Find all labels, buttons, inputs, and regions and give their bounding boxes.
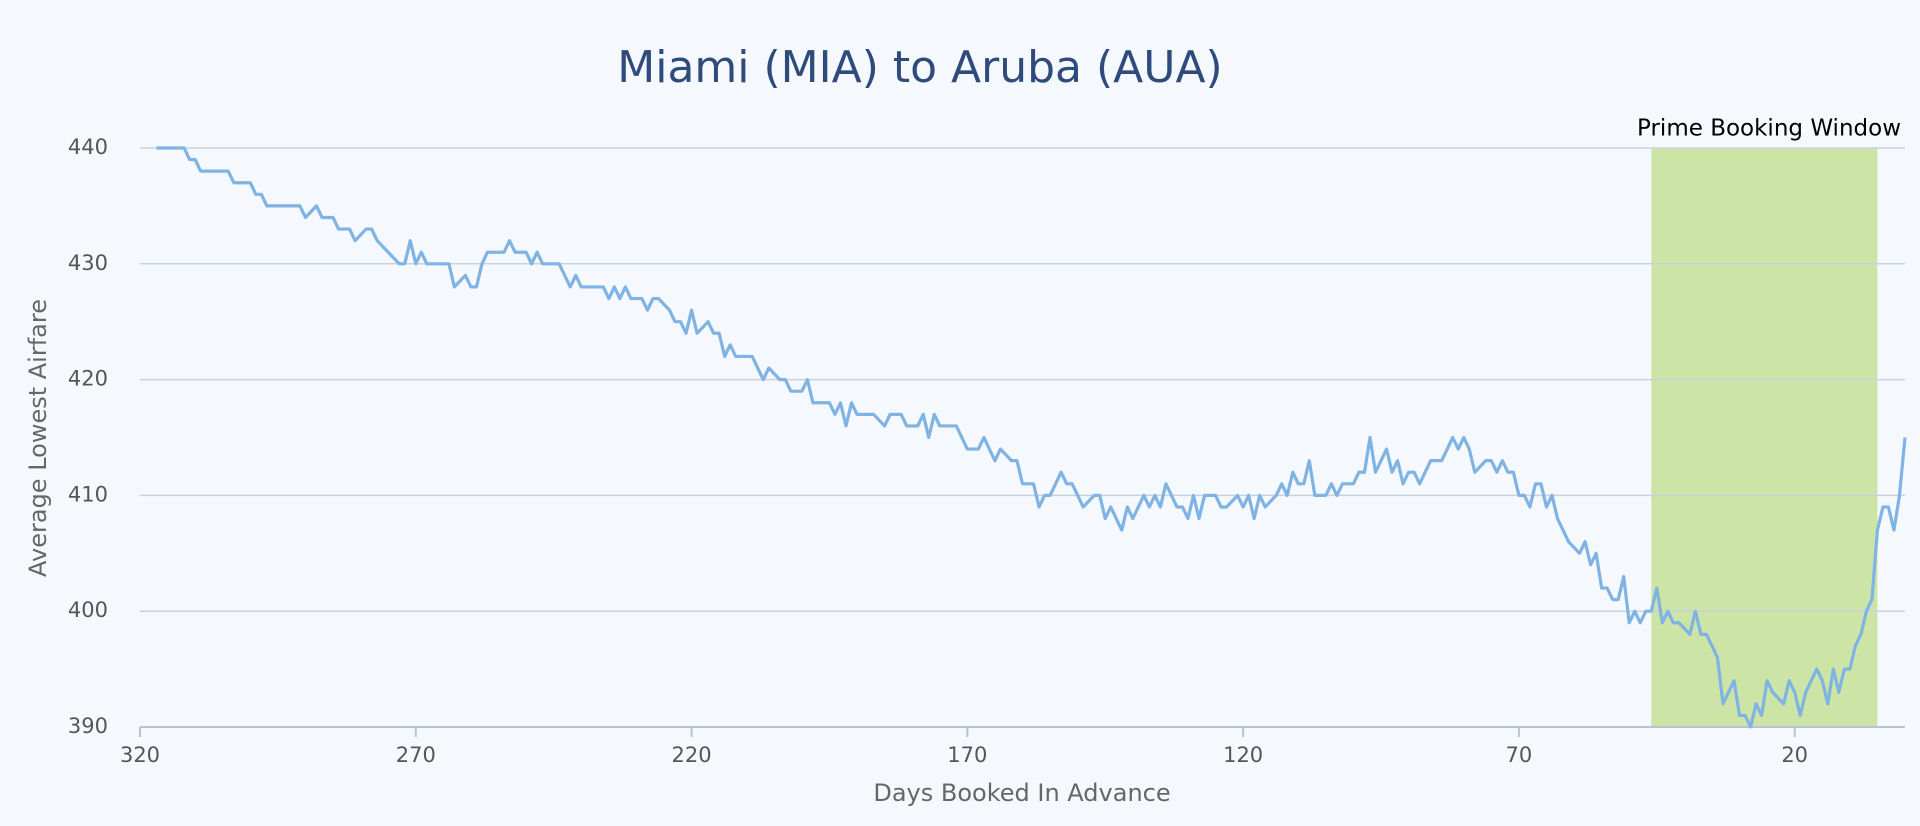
x-tick-label: 120	[1223, 743, 1263, 767]
y-tick-label: 390	[68, 714, 108, 738]
x-axis-title: Days Booked In Advance	[873, 779, 1170, 807]
y-tick-label: 410	[68, 482, 108, 506]
y-tick-label: 440	[68, 135, 108, 159]
y-tick-label: 420	[68, 367, 108, 391]
region-label: Prime Booking Window	[1637, 116, 1901, 142]
line-series	[156, 146, 1907, 729]
y-tick-label: 430	[68, 251, 108, 275]
x-tick-label: 20	[1781, 743, 1808, 767]
shaded-region	[1651, 148, 1878, 727]
chart-title: Miami (MIA) to Aruba (AUA)	[617, 42, 1222, 93]
y-axis-title: Average Lowest Airfare	[24, 299, 52, 577]
x-tick-label: 70	[1506, 743, 1533, 767]
x-tick-label: 320	[120, 743, 160, 767]
y-tick-label: 400	[68, 598, 108, 622]
x-tick-label: 220	[672, 743, 712, 767]
x-tick-label: 170	[947, 743, 987, 767]
x-tick-label: 270	[396, 743, 436, 767]
